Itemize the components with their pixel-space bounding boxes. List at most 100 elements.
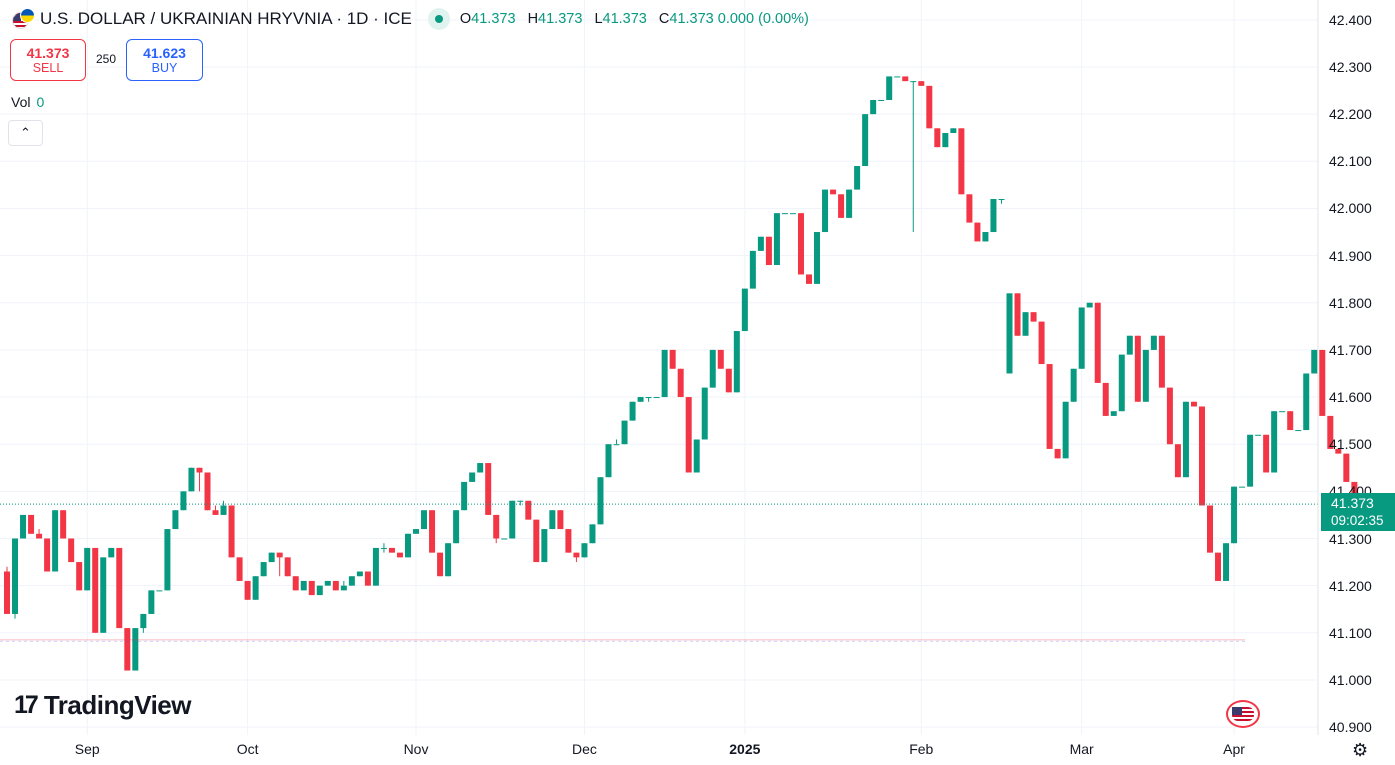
candle — [934, 128, 941, 148]
candle-body — [1295, 430, 1302, 432]
candle — [910, 81, 917, 233]
candle — [1207, 505, 1213, 553]
x-tick-label: Oct — [236, 741, 259, 757]
candle — [1054, 448, 1061, 459]
candle — [717, 349, 724, 369]
sell-button[interactable]: 41.373 SELL — [10, 39, 86, 81]
candle — [870, 100, 877, 115]
candle — [661, 349, 668, 398]
candle-body — [966, 194, 973, 223]
candle — [421, 510, 428, 530]
candle — [918, 81, 925, 86]
candle-body — [894, 76, 901, 78]
spread-value: 250 — [95, 52, 117, 66]
candle-body — [44, 538, 51, 572]
candle — [886, 76, 893, 101]
y-tick-label: 41.600 — [1329, 389, 1372, 406]
candle — [477, 463, 484, 473]
candle-body — [581, 543, 588, 558]
candle-body — [84, 547, 91, 591]
candle — [1102, 382, 1109, 416]
candle-body — [613, 444, 620, 446]
candle — [565, 529, 572, 553]
candle-body — [76, 562, 83, 591]
candle — [765, 236, 772, 266]
candle — [92, 547, 99, 633]
candle-body — [1287, 411, 1294, 431]
candle-body — [164, 529, 171, 591]
candle — [597, 477, 604, 525]
candle — [990, 199, 997, 233]
candle-body — [942, 133, 949, 148]
candle-body — [1335, 448, 1342, 454]
candle — [621, 420, 628, 445]
us-flag-icon[interactable] — [1226, 700, 1260, 728]
buy-button[interactable]: 41.623 BUY — [126, 39, 203, 81]
candle-body — [316, 585, 323, 596]
candle — [388, 547, 395, 553]
candle — [725, 368, 732, 393]
low-label: L — [594, 11, 603, 27]
candle-body — [693, 439, 700, 473]
candle-body — [1006, 293, 1013, 374]
candle — [316, 585, 323, 596]
candle — [1198, 406, 1205, 506]
candle-body — [1158, 335, 1165, 388]
candle-body — [228, 505, 235, 558]
candle-body — [100, 557, 107, 633]
candle-body — [1102, 382, 1109, 416]
candle-body — [629, 401, 636, 421]
x-tick-label: 2025 — [729, 741, 761, 757]
candle-body — [1118, 354, 1125, 412]
y-tick-label: 41.100 — [1329, 624, 1372, 641]
volume-legend[interactable]: Vol 0 — [11, 94, 44, 110]
tradingview-logo[interactable]: 17 TradingView — [14, 690, 192, 721]
candle-body — [533, 519, 540, 563]
candle — [1279, 411, 1286, 413]
candle — [653, 397, 660, 399]
bar-countdown: 09:02:35 — [1331, 513, 1384, 528]
candle — [677, 368, 684, 398]
symbol-header[interactable]: U.S. DOLLAR / UKRAINIAN HRYVNIA · 1D · I… — [12, 7, 817, 31]
candle — [573, 552, 580, 563]
candle — [781, 213, 788, 215]
candle-body — [196, 467, 203, 473]
candle — [1255, 434, 1262, 436]
y-tick-label: 40.900 — [1329, 719, 1372, 736]
x-tick-label: Sep — [74, 741, 100, 757]
market-status-icon[interactable] — [427, 8, 450, 30]
candle-body — [372, 547, 379, 586]
candle — [1263, 434, 1270, 473]
collapse-legend-button[interactable]: ⌃ — [8, 120, 43, 146]
candle — [188, 467, 195, 492]
candle-body — [1094, 302, 1101, 383]
candle-body — [437, 552, 444, 577]
candle — [942, 133, 949, 148]
candle — [308, 580, 315, 596]
candle-body — [252, 576, 259, 600]
candle — [501, 538, 508, 540]
candle — [1223, 543, 1230, 581]
candle — [669, 349, 676, 369]
candle — [12, 538, 19, 619]
candle-body — [1038, 321, 1045, 365]
x-tick-label: Apr — [1223, 741, 1245, 757]
candle — [28, 514, 35, 534]
candle-body — [1343, 453, 1350, 482]
candle-body — [1263, 434, 1270, 473]
candle — [1231, 486, 1238, 544]
candle-body — [445, 543, 452, 577]
candle — [1142, 349, 1149, 402]
candle-body — [589, 524, 596, 544]
chevron-up-icon: ⌃ — [20, 125, 31, 140]
candle-body — [814, 232, 821, 284]
candle — [413, 529, 420, 534]
candle-body — [461, 481, 468, 511]
y-tick-label: 42.300 — [1329, 59, 1372, 75]
chart-settings-icon[interactable]: ⚙ — [1352, 740, 1369, 760]
candle-body — [717, 349, 724, 369]
candle-body — [36, 533, 43, 539]
candle-body — [998, 199, 1005, 201]
candle-body — [1166, 387, 1173, 445]
